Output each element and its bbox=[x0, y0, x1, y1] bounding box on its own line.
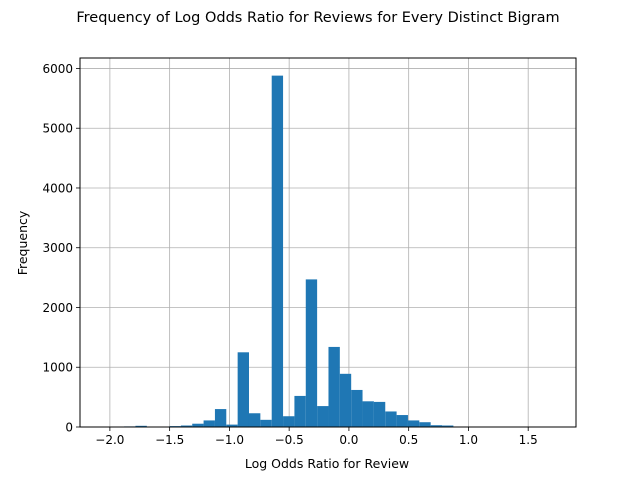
histogram-bar bbox=[407, 420, 420, 427]
x-tick-label: 1.0 bbox=[459, 433, 478, 447]
y-axis-ticks: 0 1000 2000 3000 4000 5000 6000 bbox=[42, 62, 80, 435]
histogram-bar bbox=[237, 352, 249, 427]
y-tick-label: 6000 bbox=[42, 62, 73, 76]
histogram-bar bbox=[396, 415, 408, 427]
histogram-bar bbox=[135, 425, 147, 427]
histogram-bar bbox=[283, 416, 295, 427]
histogram-bar bbox=[430, 425, 443, 427]
histogram-bar bbox=[260, 419, 272, 427]
x-tick-label: 1.5 bbox=[519, 433, 538, 447]
histogram-bar bbox=[385, 411, 397, 427]
histogram-bar bbox=[180, 425, 193, 427]
histogram-bar bbox=[419, 422, 431, 427]
chart-title: Frequency of Log Odds Ratio for Reviews … bbox=[76, 10, 559, 26]
histogram-bar bbox=[248, 413, 261, 427]
histogram-bar bbox=[226, 424, 238, 427]
histogram-bar bbox=[214, 409, 227, 427]
y-tick-label: 5000 bbox=[42, 122, 73, 136]
y-axis-label: Frequency bbox=[15, 210, 30, 275]
histogram-bar bbox=[305, 279, 318, 427]
x-tick-label: 0.0 bbox=[339, 433, 358, 447]
histogram-bar bbox=[271, 75, 284, 427]
x-tick-label: −1.0 bbox=[215, 433, 244, 447]
histogram-bar bbox=[294, 395, 306, 427]
histogram-bar bbox=[373, 401, 386, 427]
y-tick-label: 1000 bbox=[42, 361, 73, 375]
x-axis-ticks: −2.0 −1.5 −1.0 −0.5 0.0 0.5 1.0 1.5 bbox=[95, 427, 538, 447]
y-tick-label: 3000 bbox=[42, 241, 73, 255]
plot-area-frame bbox=[79, 57, 577, 428]
x-tick-label: −0.5 bbox=[275, 433, 304, 447]
y-tick-label: 4000 bbox=[42, 181, 73, 195]
x-tick-label: −2.0 bbox=[95, 433, 124, 447]
x-tick-label: −1.5 bbox=[155, 433, 184, 447]
y-tick-label: 2000 bbox=[42, 301, 73, 315]
histogram-bar bbox=[203, 420, 215, 427]
x-axis-label: Log Odds Ratio for Review bbox=[245, 456, 409, 471]
histogram-bar bbox=[192, 423, 204, 427]
histogram-bar bbox=[339, 373, 352, 427]
y-tick-label: 0 bbox=[65, 421, 73, 435]
x-tick-label: 0.5 bbox=[399, 433, 418, 447]
histogram-bar bbox=[362, 401, 374, 427]
histogram-bar bbox=[442, 425, 454, 427]
histogram-bars bbox=[112, 75, 533, 427]
histogram-bar bbox=[351, 389, 363, 427]
histogram-bar bbox=[328, 346, 340, 427]
histogram-bar bbox=[317, 406, 329, 427]
